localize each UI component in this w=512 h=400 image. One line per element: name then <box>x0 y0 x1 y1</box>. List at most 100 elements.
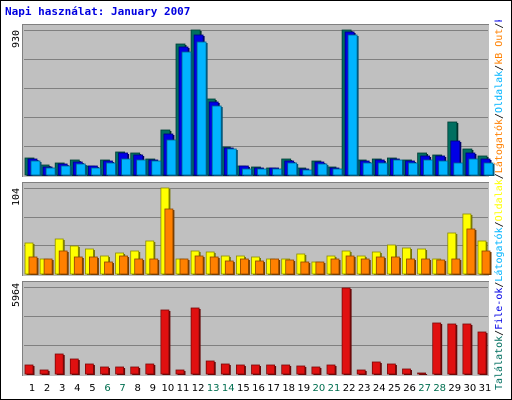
middle-bar-l-togat-k-day-20 <box>315 261 325 275</box>
bottom-bar-kb-f-day-12 <box>190 307 200 375</box>
bottom-bar-kb-f-day-30 <box>462 323 472 375</box>
middle-bar-l-togat-k-day-14 <box>224 260 234 275</box>
middle-bar-l-togat-k-day-26 <box>406 258 415 275</box>
bottom-panel-background <box>22 281 490 377</box>
x-tick-label-day-13: 13 <box>206 383 220 394</box>
top-bar-l-togat-k-day-26 <box>408 162 418 176</box>
bottom-panel-max-label: 5964 <box>11 282 22 308</box>
legend-item-9: / <box>494 112 505 119</box>
bottom-bar-kb-f-day-20 <box>311 366 321 375</box>
x-tick-label-day-7: 7 <box>119 383 126 394</box>
bottom-bar-kb-f-day-7 <box>115 366 124 375</box>
middle-bar-l-togat-k-day-19 <box>300 261 310 275</box>
middle-bar-l-togat-k-day-5 <box>89 256 98 275</box>
bottom-bar-kb-f-day-27 <box>417 372 427 375</box>
x-tick-label-day-5: 5 <box>89 383 96 394</box>
x-tick-label-day-21: 21 <box>327 383 341 394</box>
x-tick-label-day-23: 23 <box>357 383 371 394</box>
legend-item-10: Oldalak <box>494 70 505 113</box>
bottom-bar-kb-f-day-9 <box>145 363 155 375</box>
x-tick-label-day-22: 22 <box>342 383 356 394</box>
bottom-bar-kb-f-day-15 <box>235 364 245 375</box>
x-tick-label-day-19: 19 <box>297 383 311 394</box>
top-bar-l-togat-k-day-27 <box>423 159 434 176</box>
middle-bar-l-togat-k-day-28 <box>436 259 446 275</box>
middle-bar-l-togat-k-day-21 <box>330 258 340 275</box>
middle-bar-l-togat-k-day-24 <box>375 256 385 275</box>
top-bar-l-togat-k-day-24 <box>377 162 388 176</box>
middle-panel-max-label: 104 <box>11 187 22 207</box>
bottom-bar-kb-f-day-1 <box>24 364 34 375</box>
bottom-bar-kb-f-day-18 <box>281 364 291 375</box>
top-bar-l-togat-k-day-10 <box>166 139 177 176</box>
bottom-bar-kb-f-day-3 <box>54 353 64 375</box>
x-tick-label-day-28: 28 <box>433 383 447 394</box>
middle-bar-l-togat-k-day-23 <box>360 258 370 275</box>
legend-item-11: / <box>494 64 505 71</box>
middle-bar-l-togat-k-day-4 <box>73 256 83 275</box>
legend-item-14: kB In <box>494 20 505 23</box>
top-bar-l-togat-k-day-14 <box>226 148 237 176</box>
top-bar-l-togat-k-day-8 <box>136 159 147 176</box>
x-tick-label-day-26: 26 <box>403 383 416 394</box>
top-bar-l-togat-k-day-12 <box>196 41 207 176</box>
middle-bar-l-togat-k-day-27 <box>421 258 431 275</box>
chart-title: Napi használat: January 2007 <box>5 5 191 18</box>
bottom-bar-kb-f-day-26 <box>402 368 411 375</box>
top-bar-l-togat-k-day-13 <box>211 105 222 176</box>
legend-item-12: kB Out <box>494 28 505 65</box>
middle-bar-l-togat-k-day-18 <box>285 259 295 275</box>
bottom-bar-kb-f-day-4 <box>69 358 79 375</box>
top-panel-background <box>22 24 490 178</box>
middle-bar-l-togat-k-day-7 <box>119 255 128 275</box>
middle-bar-l-togat-k-day-11 <box>179 258 189 275</box>
x-tick-label-day-20: 20 <box>312 383 326 394</box>
bottom-bar-kb-f-day-21 <box>326 364 336 375</box>
x-tick-label-day-15: 15 <box>237 383 250 394</box>
x-tick-label-day-4: 4 <box>74 383 81 394</box>
top-bar-l-togat-k-day-29 <box>453 162 464 176</box>
top-bar-l-togat-k-day-16 <box>257 168 267 176</box>
middle-bar-l-togat-k-day-25 <box>390 256 400 275</box>
bottom-bar-kb-f-day-23 <box>356 369 366 375</box>
bottom-bar-kb-f-day-11 <box>175 369 185 375</box>
top-bar-l-togat-k-day-19 <box>302 169 313 176</box>
top-bar-l-togat-k-day-31 <box>483 162 494 176</box>
x-tick-label-day-2: 2 <box>43 383 51 394</box>
top-bar-l-togat-k-day-11 <box>181 51 192 176</box>
x-tick-label-day-16: 16 <box>252 383 265 394</box>
x-tick-label-day-18: 18 <box>282 383 296 394</box>
bottom-bar-kb-f-day-28 <box>432 322 442 375</box>
legend-item-1: / <box>494 329 505 336</box>
middle-bar-l-togat-k-day-3 <box>58 250 68 275</box>
legend-item-6: Oldalak <box>494 179 505 222</box>
middle-bar-l-togat-k-day-12 <box>194 255 204 275</box>
legend-item-4: Látogatók <box>494 227 505 282</box>
middle-bar-l-togat-k-day-8 <box>134 258 144 275</box>
legend-item-13: / <box>494 22 505 29</box>
x-tick-label-day-10: 10 <box>161 383 175 394</box>
middle-bar-l-togat-k-day-13 <box>209 256 219 275</box>
middle-bar-l-togat-k-day-30 <box>466 228 476 275</box>
x-tick-label-day-25: 25 <box>388 383 401 394</box>
top-bar-l-togat-k-day-2 <box>45 167 56 176</box>
bottom-bar-kb-f-day-25 <box>386 363 396 375</box>
bottom-bar-kb-f-day-6 <box>100 366 109 375</box>
bottom-bar-kb-f-day-2 <box>39 369 49 375</box>
bottom-bar-kb-f-day-13 <box>205 360 215 375</box>
middle-bar-l-togat-k-day-15 <box>239 258 249 275</box>
top-panel-max-label: 930 <box>11 29 22 49</box>
top-bar-l-togat-k-day-30 <box>468 158 479 176</box>
top-bar-l-togat-k-day-15 <box>241 168 252 176</box>
top-bar-l-togat-k-day-3 <box>60 165 71 176</box>
bottom-bar-kb-f-day-19 <box>296 365 306 375</box>
top-bar-l-togat-k-day-25 <box>392 159 403 176</box>
x-tick-label-day-8: 8 <box>134 383 141 394</box>
top-bar-l-togat-k-day-28 <box>438 160 449 176</box>
legend-text: Találatok/File-ok/Látogatók/Oldalak/Láto… <box>493 20 507 390</box>
bottom-bar-kb-f-day-5 <box>85 363 94 375</box>
top-bar-l-togat-k-day-9 <box>151 160 162 176</box>
legend-item-8: Látogatók <box>494 119 505 174</box>
middle-bar-l-togat-k-day-22 <box>345 255 355 275</box>
